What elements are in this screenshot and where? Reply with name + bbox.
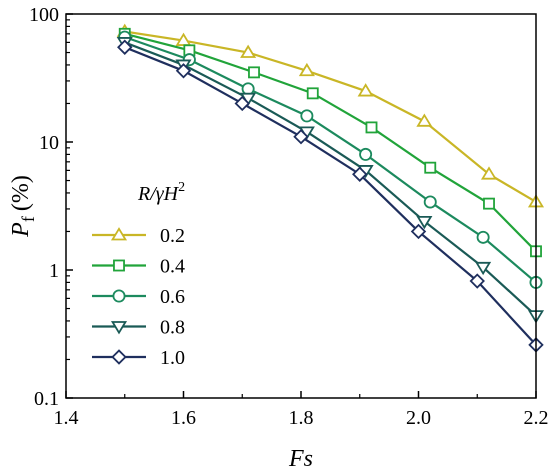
x-tick-label: 2.0 [406,407,431,429]
series-0.2 [116,23,545,208]
axis-layer: 1.4 1.6 1.8 2.0 2.2 0.1 1 10 100 [29,4,549,429]
series-line [124,41,537,317]
series-line [124,46,537,346]
data-point [475,261,492,276]
series-line [124,30,537,203]
legend-label: 0.4 [160,256,185,278]
data-point [365,121,378,134]
data-point [423,195,437,209]
legend-title-main: R/γH [137,183,180,205]
data-point [476,230,490,244]
y-axis-title-sub: f [18,216,38,222]
legend-item: 0.6 [92,286,185,308]
data-point [293,128,309,145]
legend-label: 1.0 [160,347,185,369]
x-tick-label: 1.8 [289,407,314,429]
data-point [306,87,319,100]
data-point [234,95,250,112]
y-axis-title-main: P [8,222,34,238]
legend-title: R/γH2 [137,180,185,205]
legend-marker [113,259,125,272]
data-point [469,273,485,289]
series-line [124,32,537,253]
legend-title-superscript: 2 [178,180,185,195]
series-line [124,36,537,284]
data-point [359,147,373,161]
legend-label: 0.8 [160,317,185,339]
legend-item: 0.8 [92,317,185,339]
x-axis-title: Fs [288,446,313,472]
legend-item: 0.4 [92,256,185,278]
data-point [416,113,433,127]
y-axis-title: Pf (%) [8,175,38,238]
legend: 0.2 0.4 0.6 0.8 1.0 [92,225,185,369]
y-axis-title-unit: (%) [8,175,34,211]
legend-marker [110,227,128,241]
legend-marker [112,289,126,303]
x-tick-label: 2.2 [524,407,549,429]
data-point [483,197,495,210]
legend-label: 0.2 [160,225,185,247]
legend-item: 1.0 [92,347,185,369]
data-point [357,83,374,97]
data-point [416,215,433,230]
series-1.0 [117,39,544,353]
x-tick-label: 1.6 [171,407,196,429]
series-layer [116,23,545,353]
data-point [175,63,192,79]
data-point [352,166,368,182]
data-point [117,39,133,55]
y-tick-label: 10 [39,132,59,154]
data-point [410,223,427,240]
x-tick-label: 1.4 [54,407,79,429]
data-point [300,109,314,123]
data-point [248,66,260,79]
y-tick-label: 0.1 [34,388,59,410]
legend-label: 0.6 [160,286,185,308]
data-point [480,166,498,180]
legend-item: 0.2 [92,225,185,247]
series-0.8 [116,37,545,324]
data-point [240,44,257,58]
data-point [298,62,315,77]
legend-marker [111,349,127,365]
y-tick-label: 1 [49,260,59,282]
data-point [424,161,437,174]
plot-frame [65,13,537,399]
legend-marker [110,321,128,335]
y-tick-label: 100 [29,4,59,26]
